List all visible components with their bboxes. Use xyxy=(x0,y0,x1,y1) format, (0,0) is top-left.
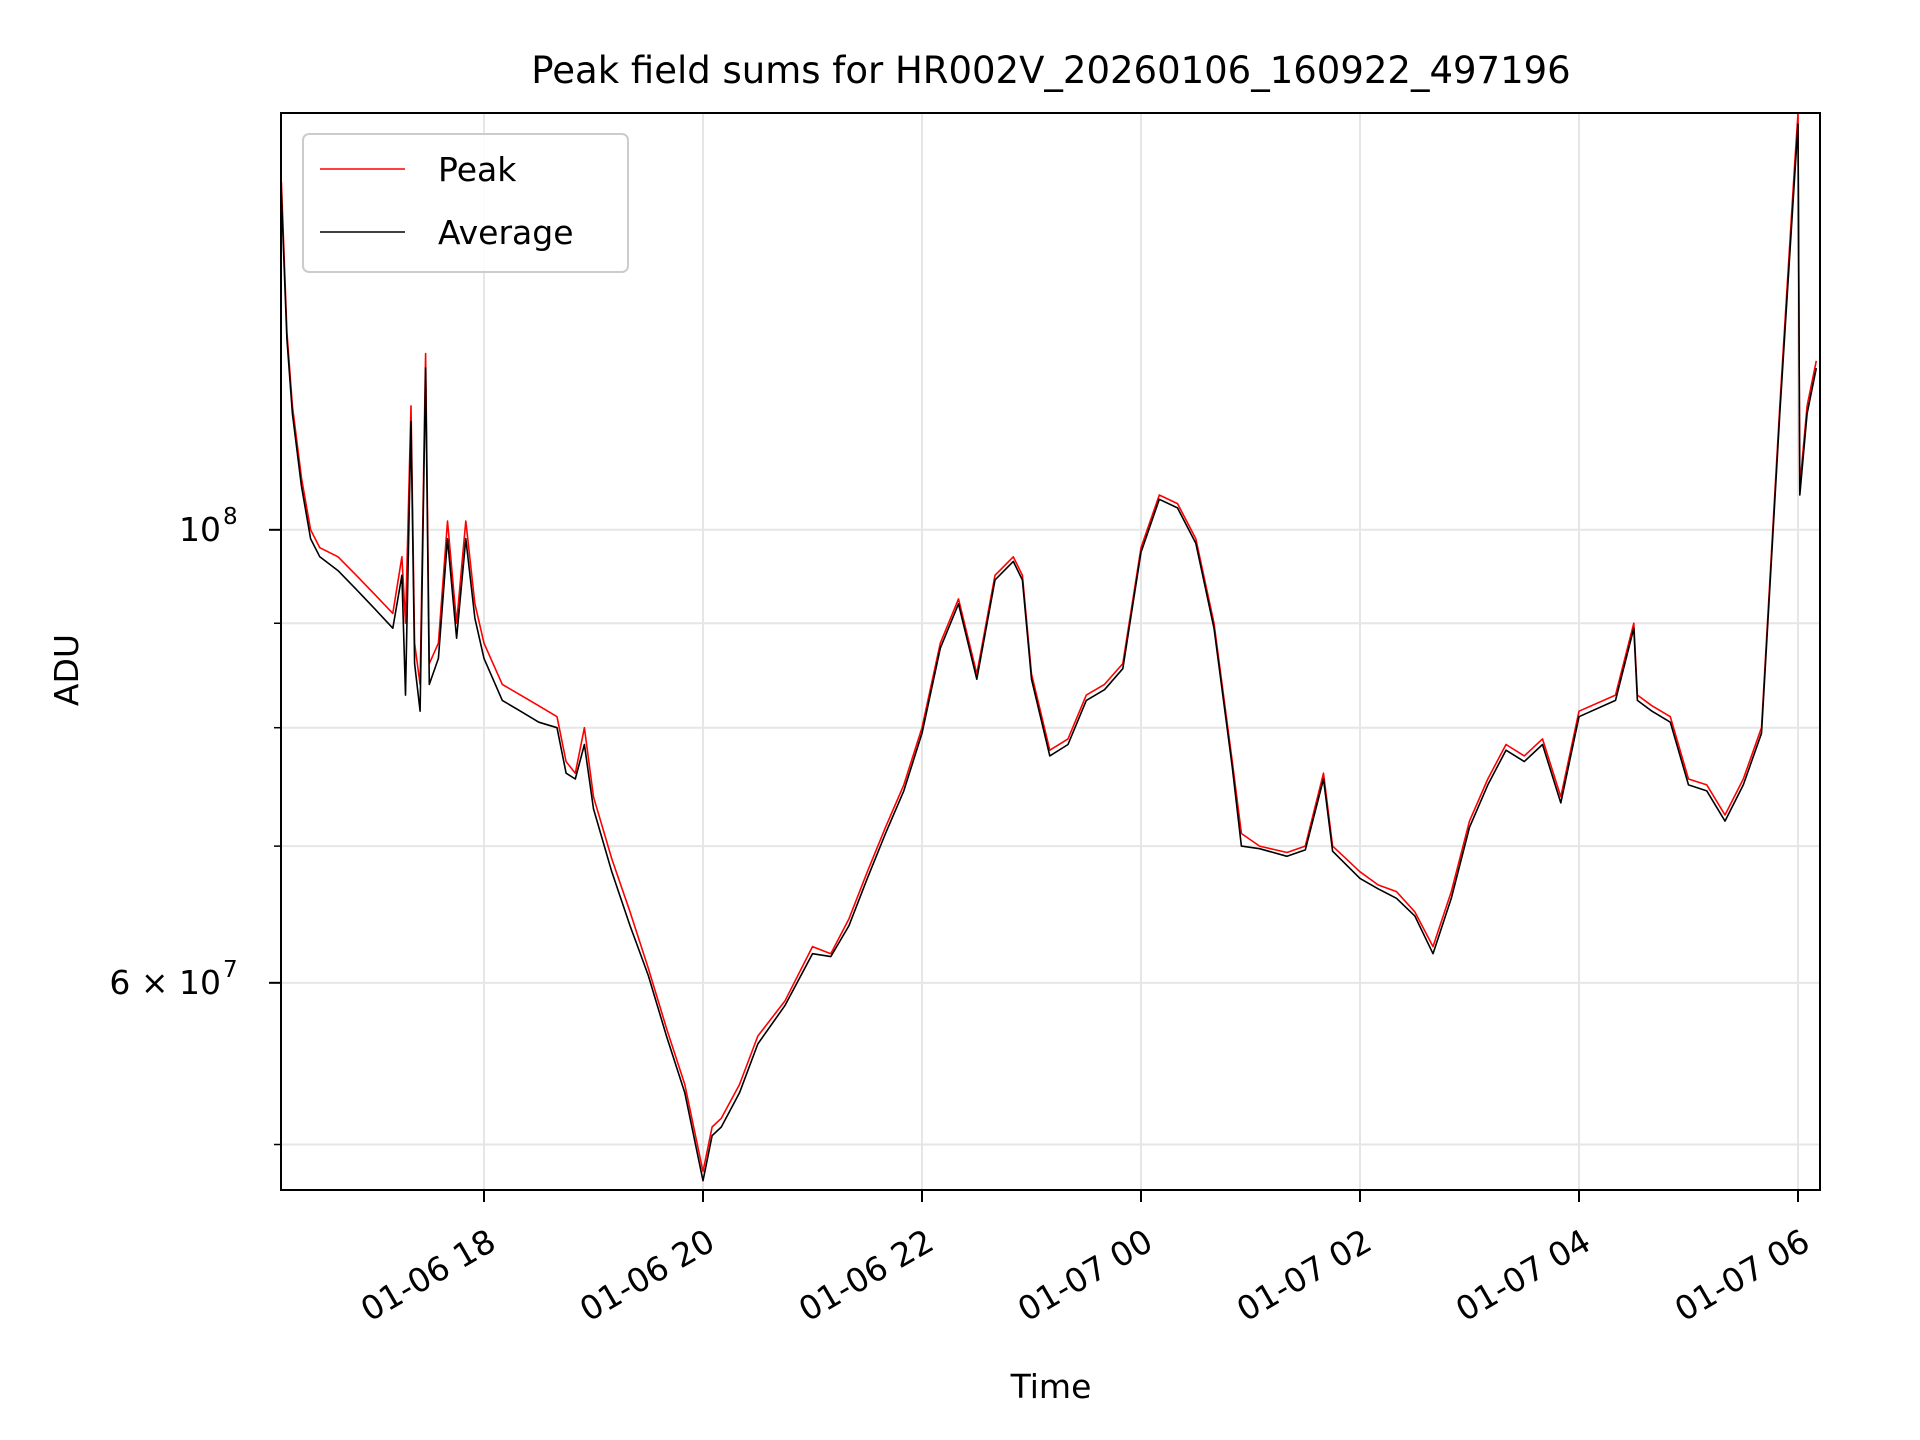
x-axis-label: Time xyxy=(1010,1367,1092,1406)
legend-average-label: Average xyxy=(438,213,574,252)
legend: Peak Average xyxy=(302,133,629,273)
y-tick-exponent: 7 xyxy=(223,957,238,983)
y-tick-label: 10 xyxy=(179,510,221,549)
plot-frame xyxy=(280,112,1821,1191)
chart-title: Peak field sums for HR002V_20260106_1609… xyxy=(531,49,1570,92)
grid xyxy=(281,113,1820,1190)
series-line-average xyxy=(280,123,1818,1182)
series-layer xyxy=(280,112,1818,1182)
legend-peak-label: Peak xyxy=(438,150,517,189)
series-line-peak xyxy=(280,112,1818,1173)
y-tick-label: 6 × 10 xyxy=(109,963,221,1002)
y-tick-exponent: 8 xyxy=(223,504,238,530)
y-axis-label: ADU xyxy=(47,634,86,706)
